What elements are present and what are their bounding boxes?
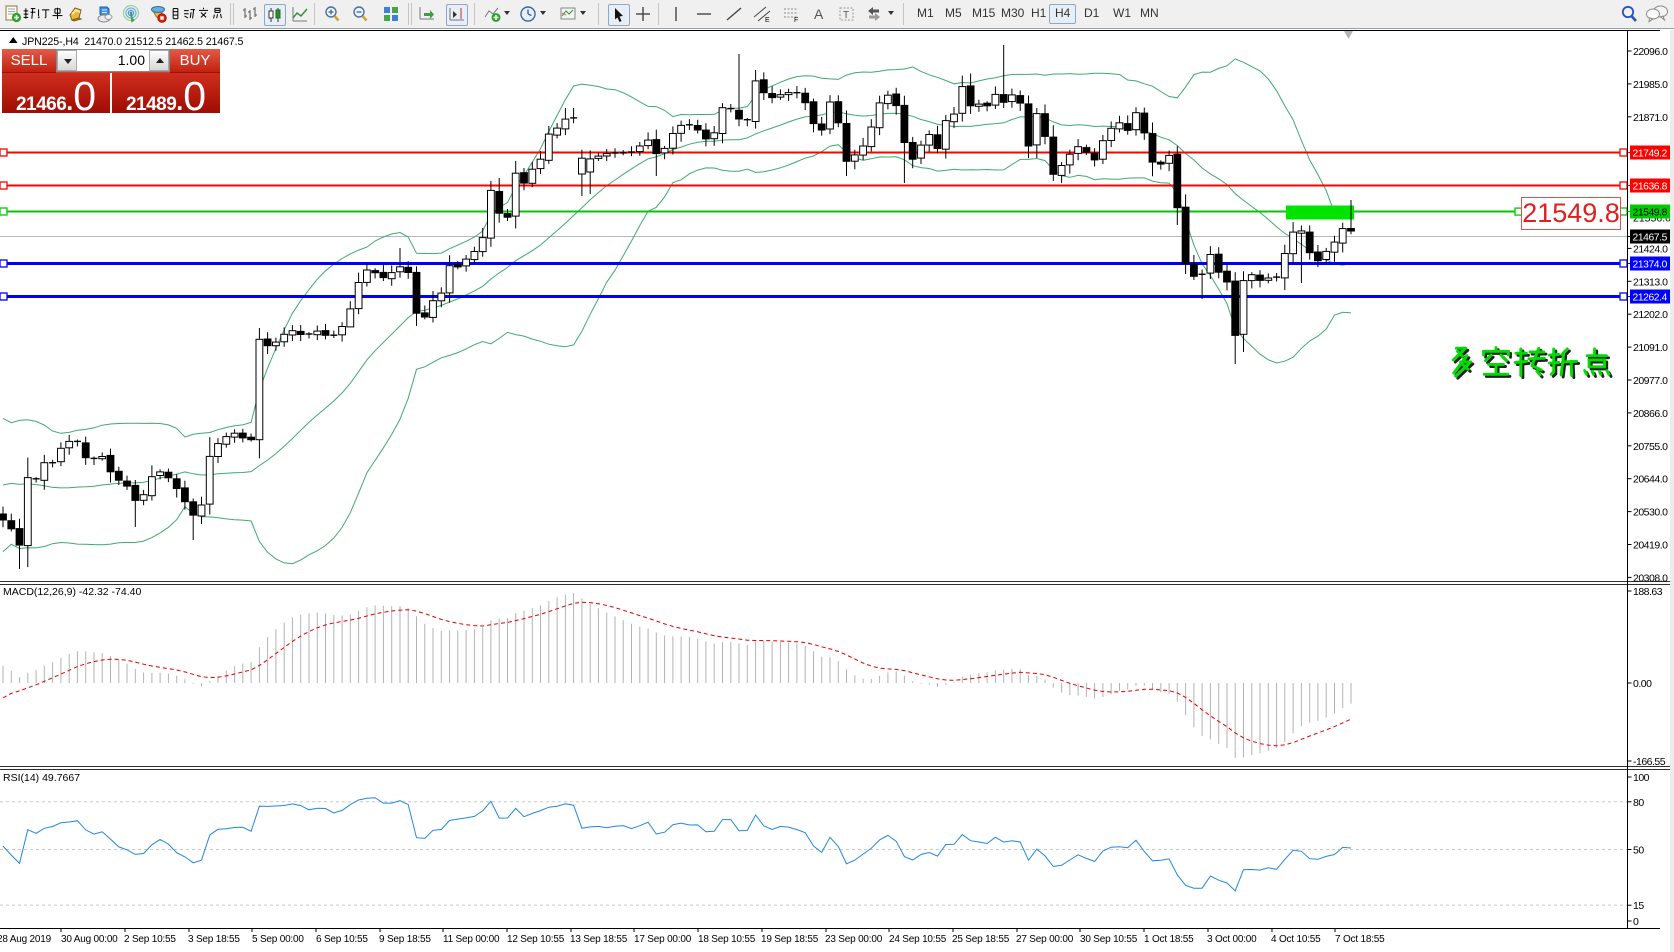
svg-text:0: 0 [1633,916,1639,928]
svg-text:18 Sep 10:55: 18 Sep 10:55 [698,934,756,945]
svg-text:21091.0: 21091.0 [1633,342,1668,354]
svg-text:E: E [765,17,770,23]
svg-text:21549.8: 21549.8 [1633,207,1668,218]
svg-text:11 Sep 00:00: 11 Sep 00:00 [443,934,500,945]
svg-text:21424.0: 21424.0 [1633,243,1668,255]
svg-text:3 Sep 18:55: 3 Sep 18:55 [188,934,240,945]
svg-text:21313.0: 21313.0 [1633,276,1668,288]
svg-text:19 Sep 18:55: 19 Sep 18:55 [761,934,819,945]
svg-text:24 Sep 10:55: 24 Sep 10:55 [889,934,947,945]
svg-text:17 Sep 00:00: 17 Sep 00:00 [634,934,692,945]
svg-text:27 Sep 00:00: 27 Sep 00:00 [1016,934,1074,945]
svg-text:T: T [843,10,849,21]
svg-text:25 Sep 18:55: 25 Sep 18:55 [952,934,1010,945]
svg-text:7 Oct 18:55: 7 Oct 18:55 [1335,934,1385,945]
svg-text:-166.55: -166.55 [1633,756,1666,768]
svg-text:100: 100 [1633,772,1650,784]
svg-text:20866.0: 20866.0 [1633,408,1668,420]
svg-text:9 Sep 18:55: 9 Sep 18:55 [379,934,431,945]
svg-text:21636.8: 21636.8 [1633,181,1668,192]
svg-text:21871.0: 21871.0 [1633,112,1668,124]
svg-text:2 Sep 10:55: 2 Sep 10:55 [124,934,176,945]
svg-text:20644.0: 20644.0 [1633,474,1668,486]
svg-text:80: 80 [1633,797,1644,809]
svg-text:5 Sep 00:00: 5 Sep 00:00 [252,934,304,945]
svg-text:50: 50 [1633,845,1644,857]
svg-text:30 Sep 10:55: 30 Sep 10:55 [1080,934,1138,945]
svg-text:28 Aug 2019: 28 Aug 2019 [0,934,52,945]
svg-text:23 Sep 00:00: 23 Sep 00:00 [825,934,883,945]
svg-text:3 Oct 00:00: 3 Oct 00:00 [1207,934,1257,945]
svg-text:4 Oct 10:55: 4 Oct 10:55 [1271,934,1321,945]
svg-text:21749.2: 21749.2 [1633,148,1668,159]
svg-text:21202.0: 21202.0 [1633,309,1668,321]
svg-text:A: A [814,6,824,22]
svg-text:MACD(12,26,9) -42.32 -74.40: MACD(12,26,9) -42.32 -74.40 [3,586,141,598]
svg-text:12 Sep 10:55: 12 Sep 10:55 [507,934,565,945]
svg-text:21374.0: 21374.0 [1633,259,1668,270]
svg-text:RSI(14) 49.7667: RSI(14) 49.7667 [3,772,80,784]
svg-text:6 Sep 10:55: 6 Sep 10:55 [316,934,368,945]
svg-text:20530.0: 20530.0 [1633,507,1668,519]
svg-text:21262.4: 21262.4 [1633,292,1668,303]
svg-text:20755.0: 20755.0 [1633,441,1668,453]
svg-text:F: F [794,17,798,23]
svg-text:21985.0: 21985.0 [1633,79,1668,91]
svg-text:20977.0: 20977.0 [1633,375,1668,387]
svg-text:20308.0: 20308.0 [1633,572,1668,584]
svg-text:21467.5: 21467.5 [1633,232,1668,243]
svg-text:1 Oct 18:55: 1 Oct 18:55 [1144,934,1194,945]
svg-text:22096.0: 22096.0 [1633,46,1668,58]
svg-text:188.63: 188.63 [1633,586,1663,598]
svg-text:0.00: 0.00 [1633,678,1652,690]
svg-text:30 Aug 00:00: 30 Aug 00:00 [61,934,118,945]
svg-text:JPN225-,H4 21470.0 21512.5 21: JPN225-,H4 21470.0 21512.5 21462.5 21467… [22,36,244,48]
svg-text:15: 15 [1633,900,1644,912]
svg-text:13 Sep 18:55: 13 Sep 18:55 [570,934,628,945]
svg-text:20419.0: 20419.0 [1633,540,1668,552]
